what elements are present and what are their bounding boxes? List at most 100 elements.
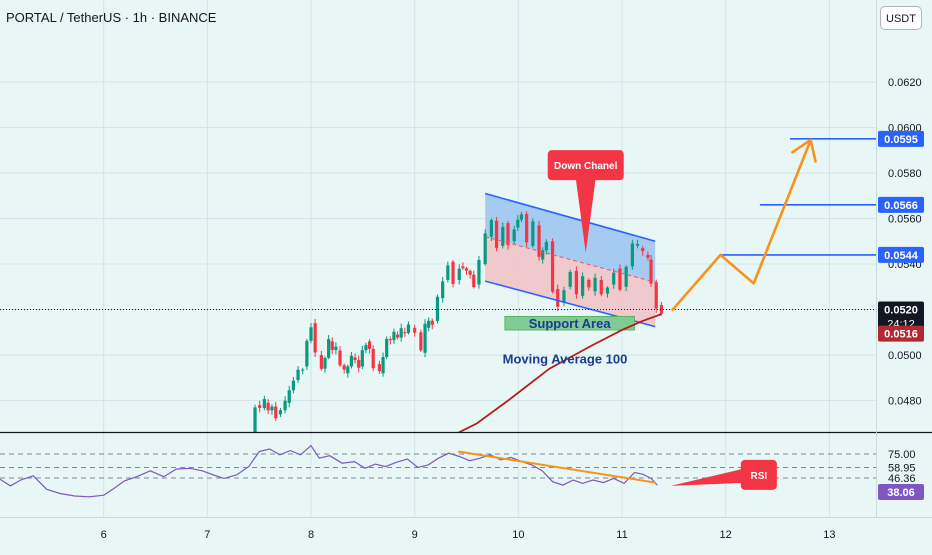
candle-body <box>419 332 423 351</box>
target-price-tag-box <box>878 246 924 263</box>
ma-price-tag-text: 0.0516 <box>884 329 918 341</box>
y-tick-label: 0.0580 <box>888 168 922 180</box>
current-price-tag-box <box>878 301 924 332</box>
candle-body <box>516 219 520 228</box>
candle-body <box>483 233 487 265</box>
candle-body <box>353 357 357 361</box>
candle-body <box>568 272 572 287</box>
candle-body <box>441 281 445 299</box>
candle-body <box>319 355 323 369</box>
candle-body <box>618 268 622 290</box>
channel-upper-line <box>484 192 656 243</box>
candle-body <box>544 241 548 251</box>
candle-body <box>556 289 560 307</box>
rsi-trendline <box>458 450 656 484</box>
current-price-tag-text: 0.0520 <box>884 305 918 317</box>
target-price-tag-text: 0.0566 <box>884 200 918 212</box>
candle-body <box>599 279 603 295</box>
candle-body <box>519 214 524 220</box>
candle-body <box>357 360 361 368</box>
target-price-tag-text: 0.0544 <box>884 250 919 262</box>
candle-body <box>446 265 450 280</box>
candle-body <box>399 328 403 338</box>
projection-path <box>670 139 812 312</box>
candle-body <box>305 340 309 367</box>
candle-body <box>593 277 597 292</box>
candle-body <box>472 274 476 288</box>
candle-body <box>541 250 545 260</box>
candle-body <box>360 350 364 367</box>
x-tick-label: 10 <box>512 529 524 541</box>
target-price-tag-text: 0.0595 <box>884 134 918 146</box>
candle-body <box>659 304 664 314</box>
candle-body <box>464 268 469 271</box>
candle-body <box>427 320 431 328</box>
candle-body <box>385 338 389 357</box>
candle-body <box>301 369 305 371</box>
candle-body <box>270 406 274 411</box>
target-price-tag-box <box>878 130 924 147</box>
candle-body <box>624 266 628 287</box>
candle-body <box>296 369 300 381</box>
y-tick-label: 0.0500 <box>888 350 922 362</box>
candle-body <box>367 341 372 349</box>
rsi-level-label: 75.00 <box>888 449 916 461</box>
y-tick-label: 0.0560 <box>888 214 922 226</box>
candle-body <box>262 399 266 408</box>
currency-badge[interactable]: USDT <box>880 6 922 30</box>
x-tick-label: 7 <box>204 529 210 541</box>
candle-body <box>413 327 417 333</box>
candle-body <box>605 287 610 294</box>
candle-body <box>403 332 407 334</box>
candle-body <box>506 223 510 246</box>
candle-body <box>406 324 411 333</box>
projection-arrowhead <box>809 138 817 163</box>
candle-body <box>654 282 658 309</box>
candle-body <box>342 365 346 370</box>
candle-body <box>283 400 287 411</box>
candle-body <box>430 320 434 325</box>
candle-body <box>371 348 375 369</box>
candle-body <box>258 405 262 408</box>
candle-body <box>635 244 640 246</box>
candle-body <box>489 220 493 237</box>
chart-title: PORTAL / TetherUS · 1h · BINANCE <box>6 10 217 25</box>
x-tick-label: 6 <box>101 529 107 541</box>
candle-body <box>327 339 331 358</box>
rsi-line <box>0 444 658 498</box>
down-channel-callout-text: Down Chanel <box>554 161 618 172</box>
candle-body <box>494 220 499 248</box>
candle-body <box>395 334 400 338</box>
y-tick-label: 0.0480 <box>888 396 922 408</box>
candle-body <box>477 259 481 285</box>
main-pane <box>0 138 876 432</box>
moving-average-label: Moving Average 100 <box>503 351 628 366</box>
candle-body <box>512 229 516 242</box>
candle-body <box>531 221 535 246</box>
candle-body <box>330 341 334 351</box>
candle-body <box>346 366 350 374</box>
y-tick-label: 0.0620 <box>888 77 922 89</box>
candle-body <box>562 290 566 303</box>
down-channel-callout-pointer <box>575 178 596 253</box>
rsi-level-label: 46.36 <box>888 473 916 485</box>
candle-body <box>468 270 472 275</box>
down-channel-callout-box <box>547 150 624 181</box>
candle-body <box>612 272 616 285</box>
x-tick-label: 8 <box>308 529 314 541</box>
candle-body <box>630 243 634 267</box>
candle-body <box>388 339 392 341</box>
candle-body <box>457 268 461 280</box>
candle-body <box>253 407 257 432</box>
candle-body <box>266 402 270 411</box>
rsi-level-label: 58.95 <box>888 462 916 474</box>
candle-body <box>381 356 385 374</box>
candles <box>253 211 664 432</box>
candle-body <box>646 254 650 258</box>
candle-body <box>641 248 645 252</box>
candle-body <box>287 390 291 403</box>
candle-body <box>274 406 278 419</box>
x-tick-label: 9 <box>412 529 418 541</box>
